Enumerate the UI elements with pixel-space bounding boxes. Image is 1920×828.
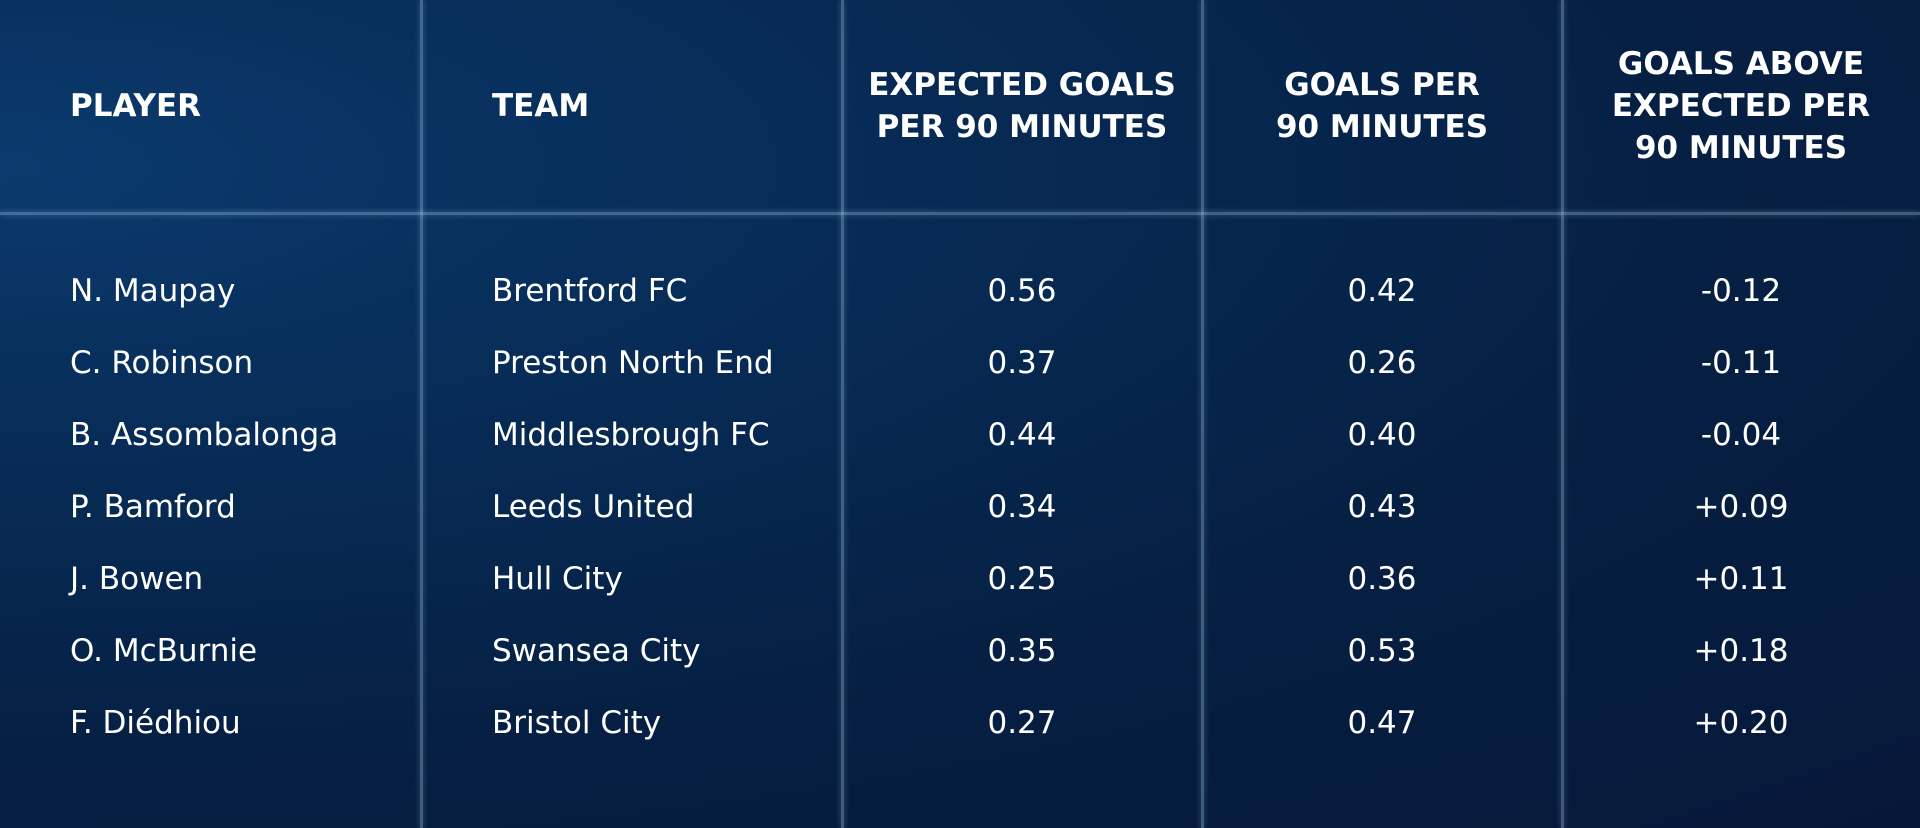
table-row: B. Assombalonga Middlesbrough FC 0.44 0.… [0,399,1920,471]
player-name: N. Maupay [70,273,236,309]
header-goals-per-90: GOALS PER 90 MINUTES [1275,67,1489,145]
team-name: Bristol City [492,705,662,741]
goals-value: 0.40 [1347,417,1417,453]
header-goals-above-expected: GOALS ABOVE EXPECTED PER 90 MINUTES [1611,46,1871,166]
team-name: Hull City [492,561,623,597]
column-divider [841,0,844,828]
player-name: J. Bowen [70,561,204,597]
column-divider [1561,0,1564,828]
goals-value: 0.43 [1347,489,1417,525]
goals-value: 0.53 [1347,633,1417,669]
table-row: J. Bowen Hull City 0.25 0.36 +0.11 [0,543,1920,615]
team-name: Brentford FC [492,273,688,309]
table-body: N. Maupay Brentford FC 0.56 0.42 -0.12 C… [0,255,1920,759]
header-expected-goals: EXPECTED GOALS PER 90 MINUTES [868,67,1176,145]
expected-goals-value: 0.44 [987,417,1057,453]
expected-goals-value: 0.37 [987,345,1057,381]
goals-above-expected-value: -0.11 [1700,345,1782,381]
player-name: F. Diédhiou [70,705,241,741]
expected-goals-value: 0.25 [987,561,1057,597]
player-name: O. McBurnie [70,633,258,669]
header-player: PLAYER [70,88,201,124]
table-row: C. Robinson Preston North End 0.37 0.26 … [0,327,1920,399]
table-row: N. Maupay Brentford FC 0.56 0.42 -0.12 [0,255,1920,327]
goals-value: 0.36 [1347,561,1417,597]
player-name: C. Robinson [70,345,254,381]
table-row: O. McBurnie Swansea City 0.35 0.53 +0.18 [0,615,1920,687]
player-name: B. Assombalonga [70,417,339,453]
table-row: P. Bamford Leeds United 0.34 0.43 +0.09 [0,471,1920,543]
goals-value: 0.42 [1347,273,1417,309]
goals-above-expected-value: +0.18 [1693,633,1789,669]
goals-above-expected-value: +0.09 [1693,489,1789,525]
player-name: P. Bamford [70,489,236,525]
expected-goals-value: 0.56 [987,273,1057,309]
team-name: Leeds United [492,489,695,525]
expected-goals-value: 0.27 [987,705,1057,741]
column-divider [420,0,423,828]
header-team: TEAM [492,88,590,124]
table-row: F. Diédhiou Bristol City 0.27 0.47 +0.20 [0,687,1920,759]
column-divider [1201,0,1204,828]
expected-goals-value: 0.35 [987,633,1057,669]
goals-above-expected-value: -0.04 [1700,417,1782,453]
goals-value: 0.26 [1347,345,1417,381]
goals-value: 0.47 [1347,705,1417,741]
expected-goals-value: 0.34 [987,489,1057,525]
team-name: Middlesbrough FC [492,417,770,453]
goals-above-expected-value: -0.12 [1700,273,1782,309]
team-name: Preston North End [492,345,774,381]
team-name: Swansea City [492,633,701,669]
goals-above-expected-value: +0.20 [1693,705,1789,741]
goals-above-expected-value: +0.11 [1693,561,1789,597]
header-divider [0,212,1920,215]
table-header: PLAYER TEAM EXPECTED GOALS PER 90 MINUTE… [0,0,1920,212]
